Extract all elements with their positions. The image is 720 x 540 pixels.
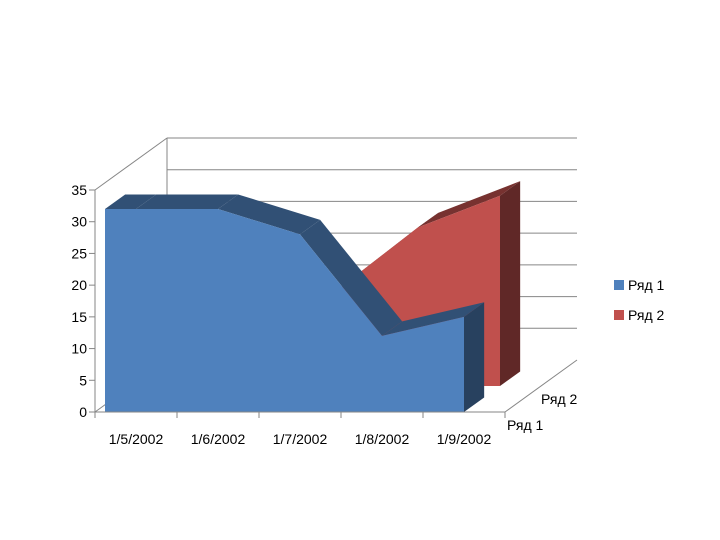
depth-label: Ряд 2	[541, 391, 578, 407]
series-2-point	[418, 227, 419, 228]
series-1-top-cap	[105, 194, 157, 210]
y-tick-label: 25	[71, 245, 87, 261]
series-1-top-segment	[136, 194, 239, 210]
x-tick-label: 1/8/2002	[355, 431, 410, 447]
legend: Ряд 1 Ряд 2	[614, 277, 665, 323]
legend-label: Ряд 1	[628, 277, 665, 293]
series-1-point	[218, 209, 219, 210]
series-1-top-segment	[218, 194, 321, 235]
series-2-top-segment	[418, 181, 521, 228]
floor-right-edge	[504, 359, 578, 413]
axis-layer: 0 5 10 15 20 25 30 35 1/5/2002 1/6/2002 1/7/2002 1/…	[71, 182, 577, 447]
series-1-layer	[105, 194, 485, 412]
series-1-point	[382, 335, 383, 336]
y-tick-label: 35	[71, 182, 87, 198]
series-1-top-segment	[382, 302, 485, 336]
y-tick-label: 10	[71, 341, 87, 357]
series-1-top-segment	[300, 219, 403, 336]
gridline-diagonal	[94, 137, 168, 191]
series-1-point	[136, 209, 137, 210]
series-1-side	[464, 302, 485, 412]
series-2-point	[500, 195, 501, 196]
y-tick-label: 20	[71, 277, 87, 293]
series-1-point	[300, 234, 301, 235]
x-tick-label: 1/9/2002	[437, 431, 492, 447]
x-tick-label: 1/5/2002	[109, 431, 164, 447]
series-1-area	[105, 209, 464, 412]
series-2-side	[500, 181, 521, 386]
series-1-point	[464, 316, 465, 317]
legend-swatch	[614, 280, 624, 290]
y-tick-label: 30	[71, 214, 87, 230]
y-tick-label: 15	[71, 309, 87, 325]
x-tick-label: 1/7/2002	[273, 431, 328, 447]
y-tick-label: 0	[79, 404, 87, 420]
legend-label: Ряд 2	[628, 307, 665, 323]
legend-swatch	[614, 310, 624, 320]
x-tick-label: 1/6/2002	[191, 431, 246, 447]
y-tick-label: 5	[79, 372, 87, 388]
depth-label: Ряд 1	[507, 417, 544, 433]
